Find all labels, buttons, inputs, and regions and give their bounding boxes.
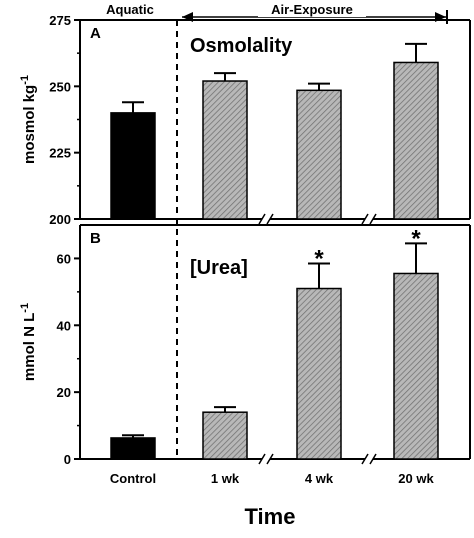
bar-20-wk (393, 272, 439, 460)
y-tick-label: 40 (57, 318, 71, 333)
arrow-head-left (182, 12, 193, 22)
y-tick-label: 0 (64, 452, 71, 467)
panel-letter: B (90, 230, 101, 247)
bar-4-wk (296, 89, 342, 220)
y-tick-label: 250 (49, 79, 71, 94)
arrow-head-right (435, 12, 446, 22)
group-label-air-exposure: Air-Exposure (271, 2, 353, 17)
y-tick-label: 200 (49, 212, 71, 227)
y-tick-label: 225 (49, 146, 71, 161)
group-label-aquatic: Aquatic (106, 2, 154, 17)
x-tick-label: 1 wk (211, 471, 240, 486)
axis-break-mark (258, 213, 266, 225)
y-axis-label: mmol N L-1 (19, 303, 38, 381)
x-tick-label: 20 wk (398, 471, 434, 486)
panel-title: Osmolality (190, 35, 293, 57)
y-tick-label: 20 (57, 385, 71, 400)
axis-break-mark (361, 213, 369, 225)
y-tick-label: 60 (57, 251, 71, 266)
x-tick-label: Control (110, 471, 156, 486)
axis-break-mark (266, 213, 274, 225)
bar-20-wk (393, 61, 439, 220)
panel-title: [Urea] (190, 257, 248, 279)
x-tick-label: 4 wk (305, 471, 334, 486)
y-tick-label: 275 (49, 13, 71, 28)
panel-letter: A (90, 25, 101, 42)
panel-a: 200 225 250 275 A Osmolality mosmol kg-1 (19, 13, 471, 227)
axis-break-mark (258, 453, 266, 465)
panel-b: 0 20 40 60 * * B [Urea] mmol N L-1 (19, 224, 471, 467)
significance-marker: * (411, 225, 421, 252)
axis-break-mark (266, 453, 274, 465)
axis-break-mark (361, 453, 369, 465)
bar-1-wk (202, 411, 248, 460)
banner-label-bg (258, 1, 366, 17)
axis-break-mark (369, 213, 377, 225)
significance-marker: * (314, 245, 324, 272)
bar-4-wk (296, 287, 342, 460)
bar-control (110, 112, 156, 220)
x-axis-label: Time (245, 504, 296, 529)
bar-1-wk (202, 80, 248, 220)
bar-control (110, 437, 156, 460)
axis-break-mark (369, 453, 377, 465)
y-axis-label: mosmol kg-1 (19, 75, 38, 164)
